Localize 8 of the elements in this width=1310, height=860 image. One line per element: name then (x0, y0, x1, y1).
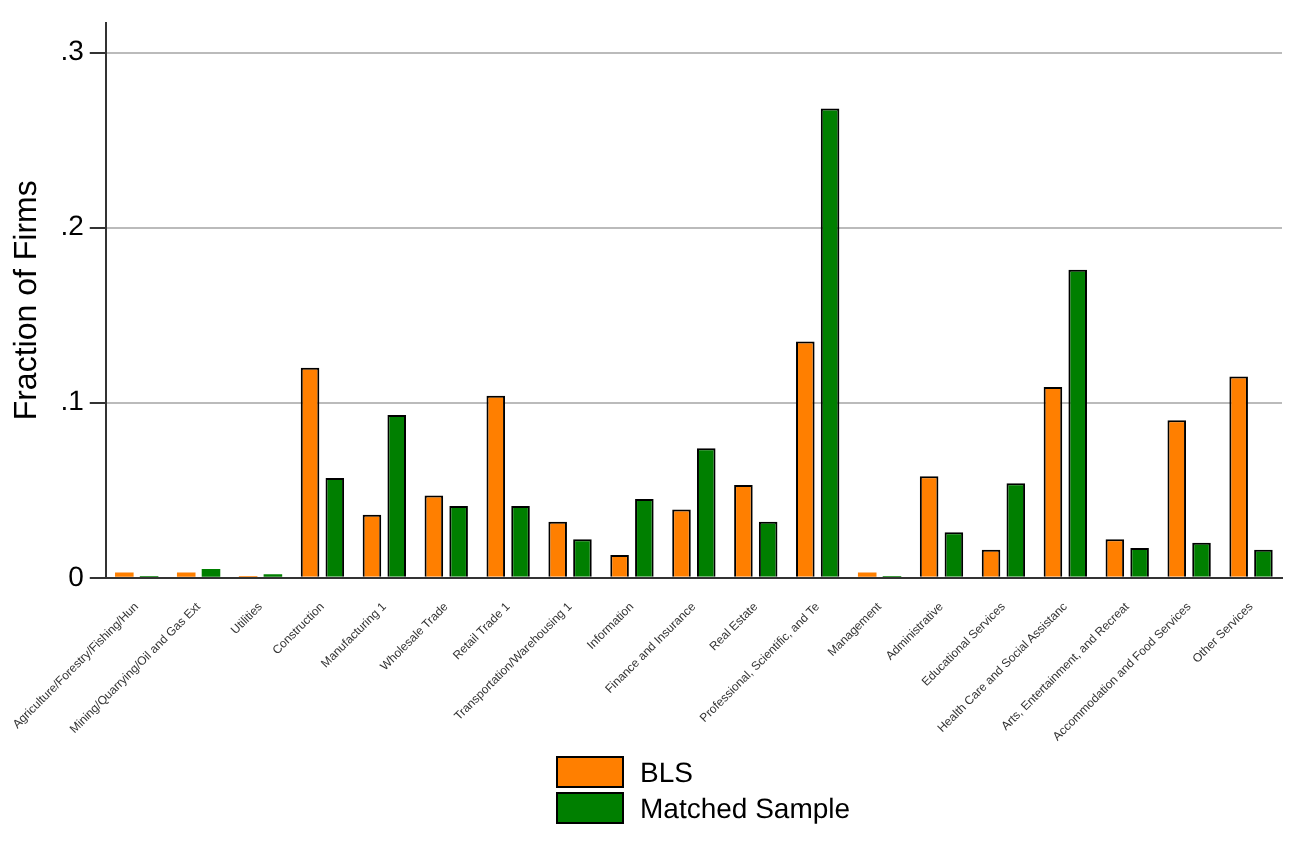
y-tick-label: .3 (60, 34, 85, 67)
y-axis-title: Fraction of Firms (10, 180, 45, 421)
y-tick-label: .1 (60, 384, 85, 417)
y-tick-label: .2 (60, 209, 85, 242)
y-tick-label: 0 (68, 559, 85, 592)
bar (201, 569, 221, 577)
legend-label: Matched Sample (640, 792, 851, 824)
legend-label: BLS (640, 756, 693, 788)
